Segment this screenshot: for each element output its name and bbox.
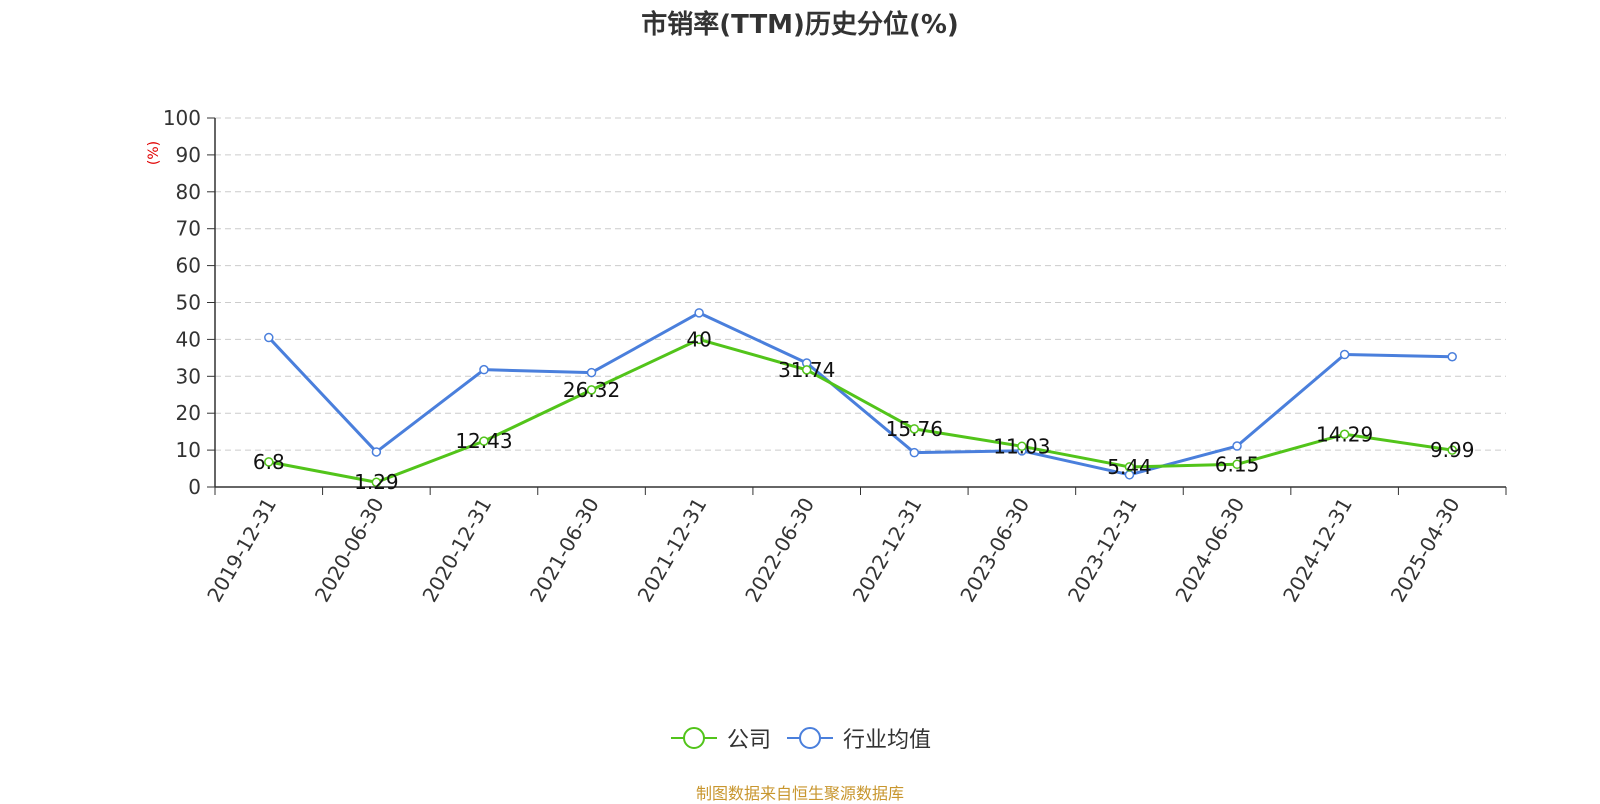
data-point-industry-average (909, 447, 920, 458)
data-label: 12.43 (455, 429, 512, 453)
series-group (264, 308, 1457, 487)
chart-title: 市销率(TTM)历史分位(%) (641, 10, 959, 40)
x-tick-label: 2023-06-30 (955, 494, 1034, 607)
data-labels: 6.8 1.29 12.43 26.32 40 31.74 15.76 11.03 5.44 6.… (253, 327, 1475, 494)
data-point-company (1017, 441, 1027, 452)
data-label: 31.74 (778, 358, 835, 382)
y-tick-label: 60 (176, 254, 201, 278)
circle-line-icon (787, 727, 833, 749)
grid-lines (215, 117, 1506, 451)
y-tick-label: 50 (176, 291, 201, 315)
data-point-company (371, 477, 382, 487)
data-point-industry-average (479, 364, 489, 375)
data-point-company (694, 334, 704, 345)
x-tick-label: 2024-12-31 (1278, 494, 1357, 607)
data-label: 14.29 (1316, 422, 1373, 446)
data-label: 40 (686, 327, 711, 351)
x-tick-label: 2021-12-31 (633, 494, 712, 607)
data-point-company (586, 385, 597, 395)
x-tick-label: 2021-06-30 (525, 494, 604, 607)
data-point-company (1232, 459, 1242, 470)
x-tick-label: 2025-04-30 (1386, 494, 1465, 607)
x-tick-label: 2022-12-31 (848, 494, 927, 607)
x-axis: 2019-12-31 2020-06-30 2020-12-31 2021-06-30… (202, 486, 1507, 607)
data-point-company (801, 365, 812, 375)
y-tick-label: 90 (176, 143, 201, 167)
data-label: 1.29 (354, 470, 399, 494)
legend-item-industry-average[interactable]: 行业均值 (785, 722, 931, 754)
circle-line-icon (670, 727, 717, 749)
data-point-industry-average (586, 367, 597, 378)
y-tick-label: 30 (176, 364, 201, 388)
data-point-company (1124, 462, 1135, 472)
source-note: 制图数据来自恒生聚源数据库 (695, 784, 904, 803)
x-tick-label: 2019-12-31 (202, 494, 281, 607)
data-label: 6.8 (253, 450, 285, 474)
data-label: 5.44 (1107, 455, 1152, 479)
data-label: 6.15 (1215, 452, 1260, 476)
y-tick-label: 100 (163, 106, 201, 130)
x-tick-label: 2022-06-30 (740, 494, 819, 607)
data-point-industry-average (1232, 441, 1242, 451)
data-label: 9.99 (1430, 438, 1475, 462)
data-point-company (1339, 429, 1350, 440)
x-tick-label: 2020-06-30 (310, 494, 389, 607)
data-label: 26.32 (563, 378, 620, 402)
data-point-industry-average (264, 332, 274, 343)
legend-label-industry-average: 行业均值 (843, 728, 932, 753)
data-point-company (479, 436, 489, 446)
x-tick-label: 2023-12-31 (1063, 494, 1142, 607)
y-tick-label: 70 (176, 217, 201, 241)
x-tick-label: 2020-12-31 (417, 494, 496, 607)
data-point-company (264, 457, 274, 467)
legend: 公司 行业均值 (0, 722, 1600, 754)
data-point-industry-average (1447, 351, 1457, 362)
series-line-industry-average (267, 311, 1453, 477)
data-point-industry-average (694, 308, 704, 318)
y-tick-label: 0 (188, 475, 201, 499)
y-tick-label: 40 (176, 327, 201, 351)
y-tick-label: 20 (176, 401, 201, 425)
data-point-industry-average (1339, 349, 1350, 360)
legend-item-company[interactable]: 公司 (669, 722, 771, 754)
y-tick-label: 10 (176, 438, 201, 462)
data-label: 11.03 (993, 434, 1050, 458)
data-point-industry-average (371, 447, 382, 457)
y-axis-label: (%) (146, 141, 162, 165)
legend-label-company: 公司 (726, 728, 771, 753)
data-point-company (909, 424, 920, 434)
y-tick-label: 80 (176, 180, 201, 204)
series-line-company (268, 337, 1453, 484)
data-label: 15.76 (886, 417, 943, 441)
y-axis: 0 10 20 30 40 50 60 70 80 90 100(%) (146, 106, 216, 499)
data-point-company (1447, 445, 1457, 455)
x-tick-label: 2024-06-30 (1170, 494, 1249, 607)
